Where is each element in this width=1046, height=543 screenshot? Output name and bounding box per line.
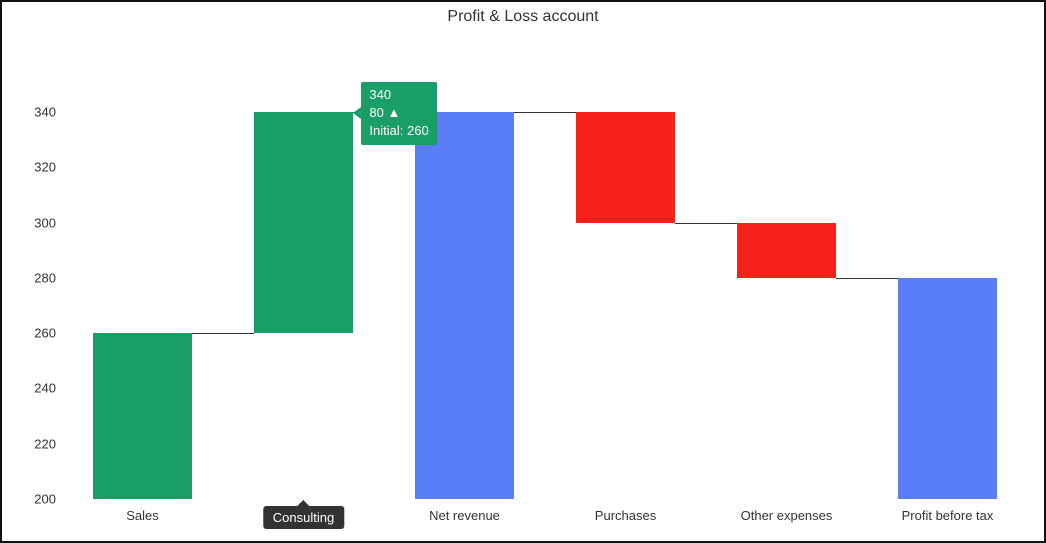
y-axis-tick: 260 (16, 326, 56, 341)
x-axis-label: Other expenses (741, 508, 833, 523)
up-arrow-icon: ▲ (388, 104, 401, 122)
y-axis-tick: 300 (16, 215, 56, 230)
waterfall-bar[interactable] (576, 112, 676, 223)
plot-area: 200220240260280300320340SalesConsultingN… (62, 112, 1028, 499)
tooltip-line-3: Initial: 260 (369, 122, 428, 140)
y-axis-tick: 200 (16, 492, 56, 507)
y-axis-tick: 240 (16, 381, 56, 396)
chart-frame: Profit & Loss account 200220240260280300… (0, 0, 1046, 543)
tooltip-line-1: 340 (369, 86, 428, 104)
waterfall-connector (514, 112, 575, 113)
y-axis-tick: 220 (16, 436, 56, 451)
waterfall-connector (192, 333, 253, 334)
chart-title: Profit & Loss account (2, 8, 1044, 26)
y-axis-tick: 320 (16, 160, 56, 175)
category-tooltip: Consulting (263, 506, 344, 529)
x-axis-label: Profit before tax (902, 508, 994, 523)
x-axis-label: Sales (126, 508, 159, 523)
y-axis-tick: 280 (16, 270, 56, 285)
waterfall-bar[interactable] (898, 278, 998, 499)
tooltip-line-2: 80 ▲ (369, 104, 428, 122)
waterfall-bar[interactable] (254, 112, 354, 333)
waterfall-bar[interactable] (737, 223, 837, 278)
y-axis-tick: 340 (16, 105, 56, 120)
value-tooltip: 34080 ▲Initial: 260 (361, 82, 436, 145)
waterfall-connector (675, 223, 736, 224)
x-axis-label: Net revenue (429, 508, 500, 523)
category-tooltip-label: Consulting (273, 510, 334, 525)
waterfall-bar[interactable] (415, 112, 515, 499)
waterfall-connector (836, 278, 897, 279)
waterfall-bar[interactable] (93, 333, 193, 499)
x-axis-label: Purchases (595, 508, 656, 523)
